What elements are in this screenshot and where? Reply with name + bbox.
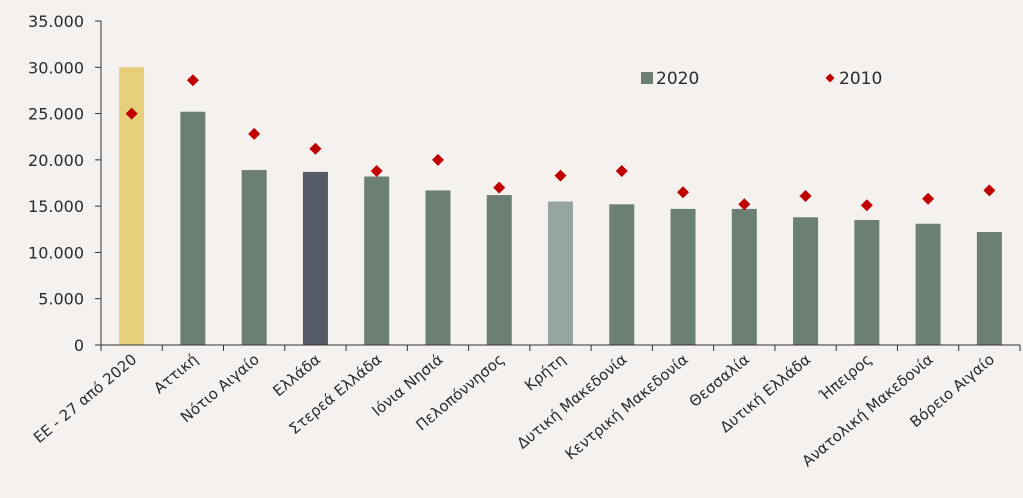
y-axis-ticks: 0 5.000 10.000 15.000 20.000 25.000 30.000 35.0… [28, 12, 1021, 355]
y-tick-label: 35.000 [28, 12, 84, 31]
bar-2020 [180, 111, 206, 345]
x-category-label: ΕΕ - 27 από 2020 [30, 350, 140, 447]
bar-2020 [670, 208, 696, 345]
x-category-label: Δυτική Μακεδονία [513, 350, 630, 452]
bar-2020 [854, 220, 880, 345]
y-tick-label: 25.000 [28, 105, 84, 124]
marker-2010 [493, 181, 506, 194]
bar-2020 [793, 217, 819, 345]
marker-2010 [738, 198, 751, 211]
marker-2010 [615, 164, 628, 177]
legend: 2020 2010 [641, 69, 882, 89]
bar-2020 [425, 190, 451, 345]
marker-2010 [554, 169, 567, 182]
bar-2020 [486, 195, 512, 345]
bar-2020 [364, 176, 390, 345]
y-tick-label: 20.000 [28, 151, 84, 170]
marker-2010 [799, 189, 812, 202]
markers-2010 [125, 74, 996, 212]
y-tick-label: 0 [74, 336, 84, 355]
bar-2020 [241, 170, 267, 345]
bar-2020 [548, 201, 573, 345]
legend-label-2010: 2010 [839, 69, 882, 89]
x-category-label: Ελλάδα [269, 350, 324, 400]
legend-label-2020: 2020 [656, 69, 699, 89]
legend-swatch-2020 [641, 72, 653, 84]
y-tick-label: 5.000 [38, 290, 84, 309]
x-category-label: Κεντρική Μακεδονία [562, 350, 692, 463]
bar-2020 [609, 204, 635, 345]
x-category-label: Ήπειρος [815, 350, 875, 405]
marker-2010 [431, 153, 444, 166]
legend-swatch-2010 [825, 73, 835, 83]
bar-2020 [731, 208, 757, 345]
bars-2020 [119, 67, 1002, 346]
y-tick-label: 10.000 [28, 243, 84, 262]
x-category-label: Αττική [150, 350, 201, 397]
marker-2010 [248, 127, 261, 140]
marker-2010 [370, 164, 383, 177]
marker-2010 [983, 184, 996, 197]
x-category-label: Κρήτη [521, 350, 569, 394]
marker-2010 [186, 74, 199, 87]
bar-2020 [302, 171, 328, 345]
marker-2010 [309, 142, 322, 155]
marker-2010 [860, 199, 873, 212]
marker-2010 [922, 192, 935, 205]
y-tick-label: 15.000 [28, 197, 84, 216]
y-tick-label: 30.000 [28, 58, 84, 77]
bar-2020 [915, 223, 941, 345]
marker-2010 [125, 107, 138, 120]
bar-2020 [976, 232, 1002, 345]
marker-2010 [677, 186, 690, 199]
